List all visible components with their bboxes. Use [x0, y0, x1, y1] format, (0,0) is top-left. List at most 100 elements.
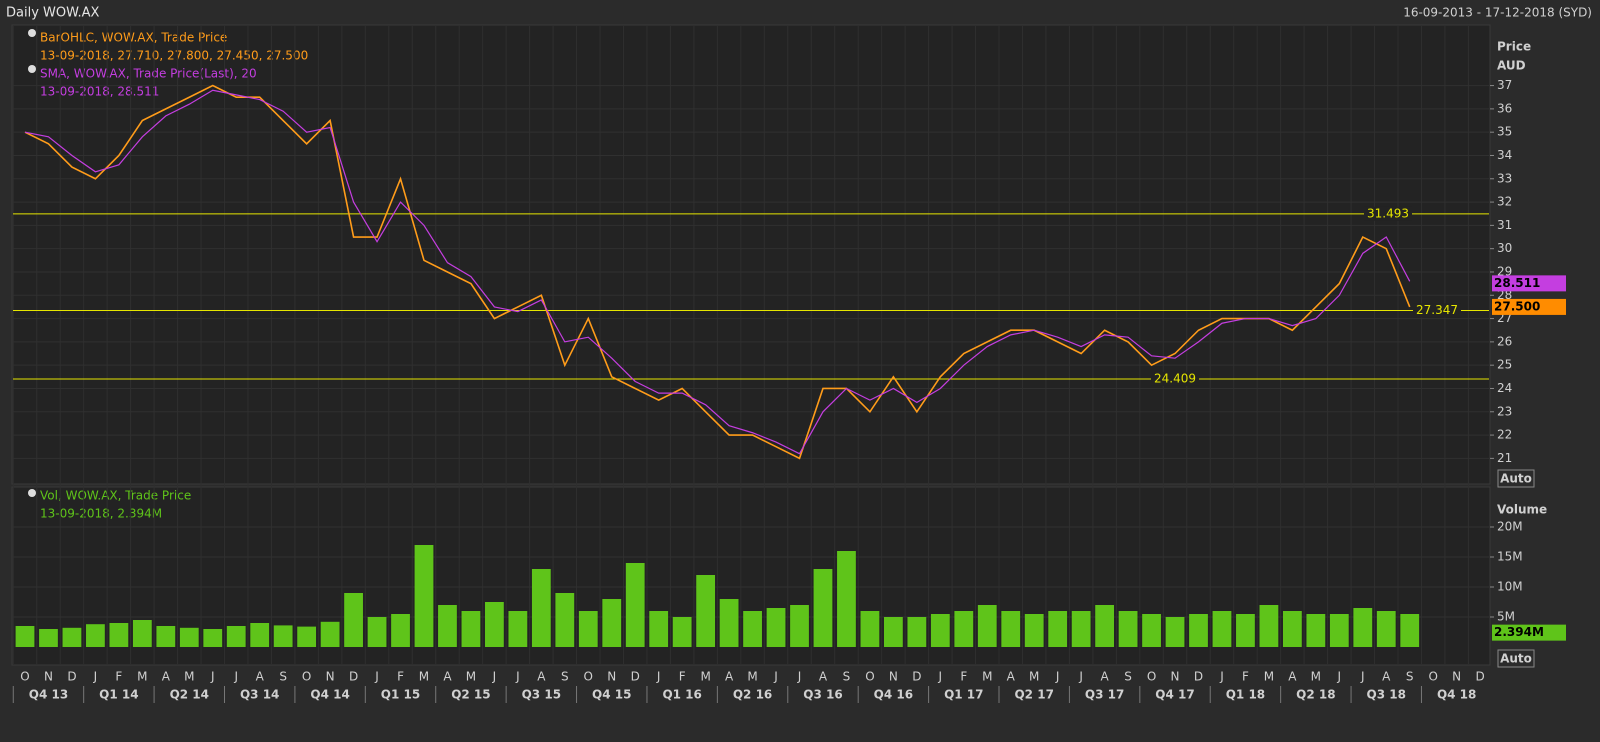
volume-bar: [15, 626, 35, 647]
x-tick-label: J: [1360, 670, 1365, 684]
volume-bar: [438, 605, 457, 647]
quarter-label: Q4 18: [1437, 688, 1476, 702]
legend-name: Vol, WOW.AX, Trade Price: [40, 489, 191, 503]
x-tick-label: J: [938, 670, 943, 684]
legend-name: BarOHLC, WOW.AX, Trade Price: [40, 31, 227, 45]
x-tick-label: A: [819, 670, 828, 684]
y-axis-unit: AUD: [1497, 59, 1526, 73]
quarter-label: Q3 18: [1367, 688, 1406, 702]
volume-bar: [578, 611, 598, 647]
volume-bar: [109, 623, 129, 647]
x-tick-label: A: [1288, 670, 1297, 684]
last-value-tag: [1492, 298, 1566, 315]
x-tick-label: N: [1452, 670, 1461, 684]
auto-button[interactable]: [1497, 469, 1535, 488]
x-tick-label: M: [1311, 670, 1321, 684]
x-tick-label: M: [137, 670, 147, 684]
y-tick-label: 34: [1497, 148, 1512, 162]
volume-bar: [86, 624, 105, 647]
level-label: 27.347: [1416, 303, 1458, 317]
volume-bar: [860, 611, 880, 647]
date-range: 16-09-2013 - 17-12-2018 (SYD): [1403, 6, 1592, 20]
x-tick-label: O: [865, 670, 874, 684]
y-tick-label: 21: [1497, 451, 1512, 465]
volume-bar: [907, 617, 927, 647]
volume-bar: [1048, 611, 1068, 647]
volume-bar: [179, 627, 199, 647]
x-tick-label: J: [210, 670, 215, 684]
x-tick-label: F: [960, 670, 967, 684]
last-value-label: 28.511: [1494, 276, 1540, 290]
volume-bar: [1142, 614, 1161, 647]
quarter-label: Q1 16: [662, 688, 701, 702]
x-tick-label: N: [607, 670, 616, 684]
x-tick-label: D: [349, 670, 358, 684]
x-tick-label: N: [1171, 670, 1180, 684]
volume-bar: [649, 611, 669, 647]
quarter-label: Q4 14: [310, 688, 349, 702]
y-tick-label: 20M: [1497, 520, 1523, 534]
quarter-label: Q1 15: [381, 688, 420, 702]
x-tick-label: F: [679, 670, 686, 684]
title: Daily WOW.AX: [6, 6, 100, 21]
quarter-label: Q2 18: [1296, 688, 1335, 702]
x-tick-label: M: [419, 670, 429, 684]
last-value-label: 2.394M: [1494, 625, 1544, 639]
volume-bar: [1282, 611, 1302, 647]
x-tick-label: N: [889, 670, 898, 684]
last-value-tag: [1492, 624, 1566, 641]
volume-bar: [461, 611, 481, 647]
y-tick-label: 24: [1497, 381, 1512, 395]
volume-bar: [602, 599, 622, 647]
x-tick-label: F: [1242, 670, 1249, 684]
auto-button-label[interactable]: Auto: [1500, 652, 1532, 666]
x-tick-label: S: [561, 670, 569, 684]
x-tick-label: A: [1101, 670, 1110, 684]
legend-name: SMA, WOW.AX, Trade Price(Last), 20: [40, 67, 257, 81]
volume-bar: [1071, 611, 1091, 647]
level-label-bg: [1364, 206, 1412, 221]
last-value-tag: [1492, 275, 1566, 292]
x-tick-label: A: [1007, 670, 1016, 684]
volume-bar: [1165, 617, 1185, 647]
last-value-label: 27.500: [1494, 299, 1540, 313]
auto-button-label[interactable]: Auto: [1500, 472, 1532, 486]
auto-button[interactable]: [1497, 649, 1535, 668]
y-axis-title: Price: [1497, 40, 1531, 54]
x-tick-label: J: [515, 670, 520, 684]
y-tick-label: 29: [1497, 264, 1512, 278]
x-tick-label: D: [912, 670, 921, 684]
y-tick-label: 26: [1497, 334, 1512, 348]
quarter-label: Q2 15: [451, 688, 490, 702]
volume-bar: [297, 626, 317, 647]
volume-bar: [203, 629, 223, 647]
legend-icon[interactable]: [28, 489, 36, 497]
level-label: 31.493: [1367, 206, 1409, 220]
legend-icon[interactable]: [28, 65, 36, 73]
x-tick-label: N: [44, 670, 53, 684]
x-tick-label: M: [982, 670, 992, 684]
volume-bar: [367, 617, 387, 647]
x-tick-label: M: [1029, 670, 1039, 684]
volume-bar: [531, 569, 551, 647]
volume-bar: [39, 629, 58, 647]
volume-bar: [1095, 605, 1115, 647]
x-tick-label: D: [1194, 670, 1203, 684]
quarter-label: Q2 16: [733, 688, 772, 702]
legend-icon[interactable]: [28, 29, 36, 37]
volume-bar: [719, 599, 739, 647]
quarter-label: Q3 14: [240, 688, 279, 702]
quarter-label: Q2 14: [170, 688, 209, 702]
x-tick-label: M: [1264, 670, 1274, 684]
quarter-label: Q4 17: [1155, 688, 1194, 702]
x-tick-label: F: [115, 670, 122, 684]
volume-bar: [672, 617, 692, 647]
volume-bar: [837, 551, 856, 647]
x-tick-label: D: [1476, 670, 1485, 684]
y-axis-title: Volume: [1497, 503, 1547, 517]
volume-bar: [414, 545, 434, 647]
x-tick-label: O: [1147, 670, 1156, 684]
price-panel: [11, 24, 1491, 485]
volume-bar: [1353, 608, 1373, 647]
